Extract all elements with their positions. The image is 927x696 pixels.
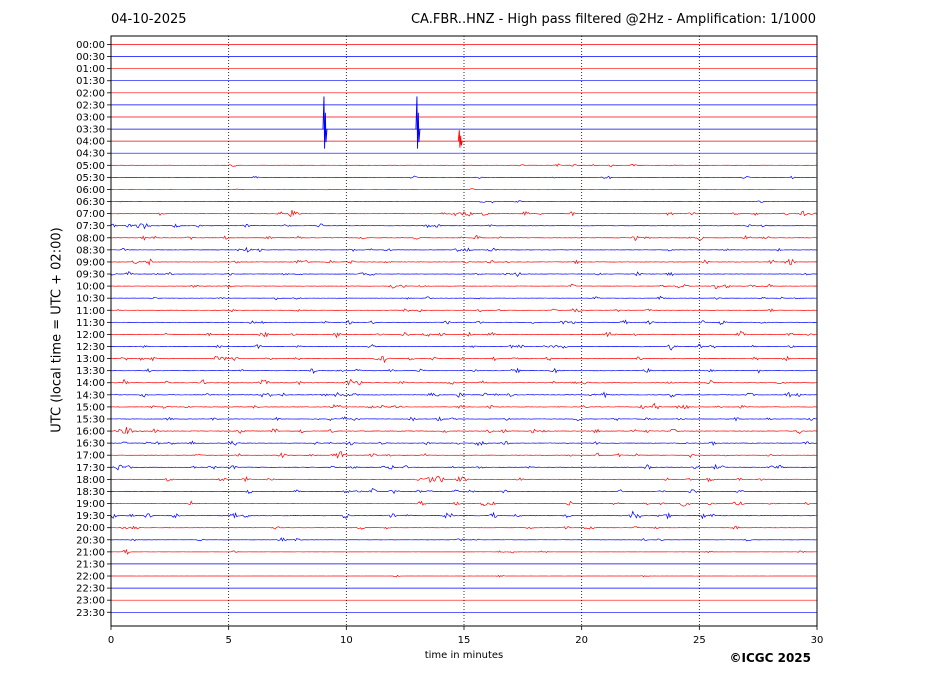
trace-row-2100 bbox=[110, 548, 817, 555]
x-tick-label: 0 bbox=[108, 635, 114, 646]
trace-row-0900 bbox=[110, 258, 817, 266]
y-tick-label: 20:30 bbox=[76, 535, 105, 546]
y-tick-label: 01:00 bbox=[76, 64, 105, 75]
trace-row-1230 bbox=[110, 344, 817, 351]
spike-mark bbox=[457, 130, 463, 148]
trace-row-1430 bbox=[110, 391, 817, 399]
trace-row-1400 bbox=[110, 378, 817, 386]
y-tick-label: 00:30 bbox=[76, 52, 105, 63]
y-tick-label: 23:00 bbox=[76, 596, 105, 607]
x-tick-label: 20 bbox=[575, 635, 588, 646]
trace-row-2000 bbox=[110, 525, 817, 530]
y-tick-label: 22:00 bbox=[76, 572, 105, 583]
y-tick-label: 18:30 bbox=[76, 487, 105, 498]
y-tick-label: 02:30 bbox=[76, 100, 105, 111]
trace-row-1030 bbox=[110, 295, 817, 301]
y-tick-label: 06:30 bbox=[76, 197, 105, 208]
trace-row-0730 bbox=[110, 223, 817, 230]
trace-row-1130 bbox=[110, 319, 817, 326]
y-tick-label: 10:30 bbox=[76, 294, 105, 305]
y-tick-label: 09:00 bbox=[76, 257, 105, 268]
y-tick-label: 18:00 bbox=[76, 475, 105, 486]
y-tick-label: 03:00 bbox=[76, 112, 105, 123]
y-tick-label: 06:00 bbox=[76, 185, 105, 196]
trace-row-1000 bbox=[110, 283, 817, 290]
x-tick-label: 15 bbox=[458, 635, 471, 646]
trace-row-1100 bbox=[110, 308, 817, 313]
y-tick-label: 11:00 bbox=[76, 306, 105, 317]
y-tick-label: 21:00 bbox=[76, 547, 105, 558]
plot-frame bbox=[110, 35, 818, 627]
y-tick-label: 07:30 bbox=[76, 221, 105, 232]
y-tick-label: 20:00 bbox=[76, 523, 105, 534]
trace-row-1730 bbox=[110, 463, 817, 471]
y-tick-label: 09:30 bbox=[76, 270, 105, 281]
y-tick-label: 01:30 bbox=[76, 76, 105, 87]
y-tick-label: 15:30 bbox=[76, 414, 105, 425]
y-tick-label: 13:30 bbox=[76, 366, 105, 377]
spike-mark bbox=[322, 96, 328, 149]
x-tick-label: 30 bbox=[811, 635, 824, 646]
trace-row-1300 bbox=[110, 355, 817, 364]
date-label: 04-10-2025 bbox=[111, 12, 187, 27]
trace-row-1530 bbox=[110, 416, 817, 422]
y-tick-label: 14:30 bbox=[76, 390, 105, 401]
y-tick-label: 13:00 bbox=[76, 354, 105, 365]
trace-row-2030 bbox=[110, 537, 817, 542]
y-tick-label: 16:00 bbox=[76, 427, 105, 438]
y-tick-label: 11:30 bbox=[76, 318, 105, 329]
y-tick-label: 14:00 bbox=[76, 378, 105, 389]
x-axis-label: time in minutes bbox=[424, 650, 504, 661]
y-tick-label: 07:00 bbox=[76, 209, 105, 220]
y-tick-label: 22:30 bbox=[76, 584, 105, 595]
trace-row-1700 bbox=[110, 451, 817, 459]
y-tick-label: 16:30 bbox=[76, 439, 105, 450]
y-tick-label: 12:30 bbox=[76, 342, 105, 353]
y-tick-label: 23:30 bbox=[76, 608, 105, 619]
trace-row-1200 bbox=[111, 330, 817, 339]
y-tick-label: 19:00 bbox=[76, 499, 105, 510]
y-tick-label: 10:00 bbox=[76, 282, 105, 293]
copyright-label: ©ICGC 2025 bbox=[729, 651, 811, 665]
y-tick-label: 08:00 bbox=[76, 233, 105, 244]
y-tick-label: 04:00 bbox=[76, 137, 105, 148]
x-tick-label: 10 bbox=[340, 635, 353, 646]
trace-row-1900 bbox=[110, 500, 817, 507]
y-tick-label: 12:00 bbox=[76, 330, 105, 341]
trace-row-1630 bbox=[110, 440, 817, 447]
y-tick-label: 08:30 bbox=[76, 245, 105, 256]
y-tick-label: 19:30 bbox=[76, 511, 105, 522]
y-tick-label: 02:00 bbox=[76, 88, 105, 99]
y-tick-label: 17:00 bbox=[76, 451, 105, 462]
trace-row-1330 bbox=[110, 367, 817, 374]
trace-row-1600 bbox=[110, 427, 817, 435]
trace-row-1830 bbox=[110, 488, 817, 495]
y-tick-label: 05:30 bbox=[76, 173, 105, 184]
y-tick-label: 04:30 bbox=[76, 149, 105, 160]
trace-row-1930 bbox=[110, 510, 817, 520]
x-tick-label: 25 bbox=[693, 635, 706, 646]
y-tick-label: 00:00 bbox=[76, 40, 105, 51]
grid-group bbox=[228, 36, 700, 626]
y-tick-label: 21:30 bbox=[76, 559, 105, 570]
chart-title: CA.FBR..HNZ - High pass filtered @2Hz - … bbox=[410, 12, 816, 27]
y-tick-label: 03:30 bbox=[76, 125, 105, 136]
y-tick-label: 05:00 bbox=[76, 161, 105, 172]
spike-mark bbox=[415, 96, 421, 149]
y-tick-label: 17:30 bbox=[76, 463, 105, 474]
y-tick-label: 15:00 bbox=[76, 402, 105, 413]
x-tick-label: 5 bbox=[225, 635, 231, 646]
